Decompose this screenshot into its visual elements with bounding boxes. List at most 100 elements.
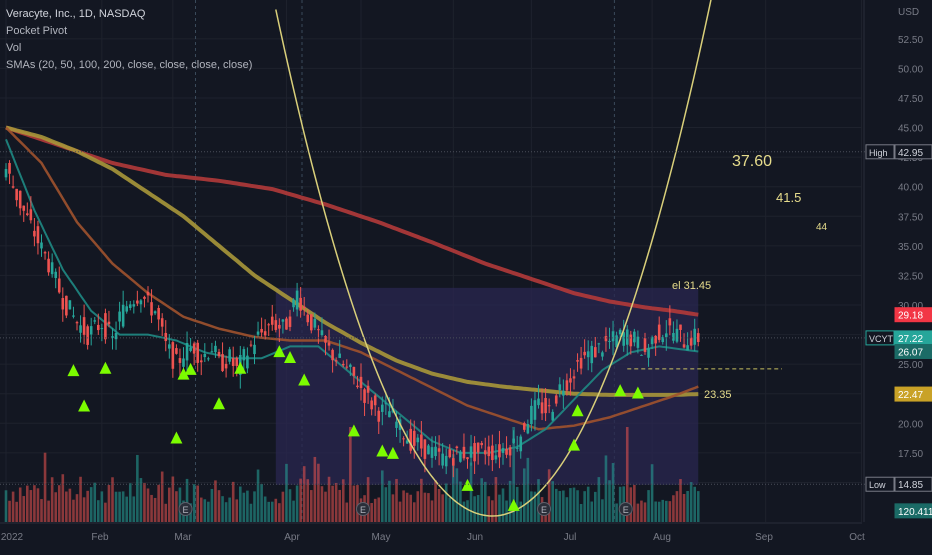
candle-body (487, 446, 491, 457)
volume-bar (235, 499, 239, 522)
candle-body (469, 446, 473, 458)
candle-body (157, 307, 160, 320)
candle-body (508, 447, 512, 456)
pocket-pivot-marker (571, 404, 584, 417)
volume-bar (547, 469, 551, 522)
volume-bar (597, 477, 601, 522)
candle-body (107, 321, 111, 325)
candle-body (341, 363, 345, 366)
volume-bar (441, 494, 444, 522)
candle-body (139, 300, 143, 305)
sma-20-line (5, 139, 699, 454)
pocket-pivot-marker (347, 424, 360, 437)
time-axis-label: Mar (174, 532, 192, 543)
candle-body (86, 326, 89, 345)
high-badge (894, 144, 932, 160)
volume-bar (175, 491, 178, 522)
volume-bar (526, 457, 530, 522)
volume-bar (267, 501, 270, 522)
volume-bar (18, 487, 22, 522)
candle-body (388, 411, 391, 418)
candle-body (640, 354, 643, 356)
candle-body (185, 342, 189, 361)
high-badge-value: 42.95 (898, 148, 923, 159)
volume-bar (537, 479, 540, 522)
volume-bar (523, 468, 526, 522)
volume-bar (519, 501, 523, 522)
earnings-marker-label: E (360, 505, 366, 515)
candle-body (217, 351, 221, 357)
pocket-pivot-marker (213, 397, 225, 410)
volume-bar (22, 496, 26, 522)
indicator-pocket-pivot[interactable]: Pocket Pivot (6, 25, 68, 37)
candle-body (537, 398, 540, 406)
candle-body (317, 329, 320, 331)
candle-body (331, 349, 334, 361)
volume-bar (345, 502, 349, 522)
candle-body (455, 446, 459, 449)
candle-body (260, 328, 263, 333)
candle-body (462, 446, 466, 459)
volume-bar (611, 463, 615, 522)
candle-body (412, 430, 416, 446)
volume-bar (203, 499, 207, 522)
volume-bar (86, 490, 89, 522)
sma-20-badge (894, 343, 932, 359)
volume-bar (618, 486, 622, 522)
volume-bar (384, 487, 388, 522)
sma-20-badge-value: 26.07 (898, 347, 923, 358)
support-level-label: 23.35 (704, 389, 732, 401)
candle-body (420, 434, 423, 449)
sma-200-badge (894, 307, 932, 323)
volume-bar (93, 482, 97, 522)
volume-bar (554, 488, 558, 522)
candle-body (256, 331, 260, 335)
volume-bar (636, 503, 640, 522)
time-axis-label: Jul (564, 532, 577, 543)
pocket-pivot-marker (631, 386, 644, 399)
volume-bar (242, 492, 246, 522)
candle-body (657, 324, 661, 340)
time-axis-label: 2022 (1, 532, 24, 543)
candle-body (572, 376, 576, 379)
candle-body (480, 442, 483, 446)
volume-bar (693, 486, 696, 522)
time-axis-label: Feb (91, 532, 109, 543)
candle-body (40, 242, 43, 249)
candle-body (143, 296, 146, 299)
candle-body (136, 300, 139, 304)
volume-bar (583, 491, 586, 522)
volume-bar (199, 497, 203, 522)
candle-body (15, 188, 18, 201)
sma-100-badge-value: 22.47 (898, 390, 923, 401)
earnings-marker (537, 502, 552, 516)
volume-bar (434, 480, 437, 522)
volume-bar (65, 491, 68, 522)
candle-body (696, 333, 700, 343)
symbol-title: Veracyte, Inc., 1D, NASDAQ (6, 8, 146, 20)
volume-bar (107, 484, 111, 522)
indicator-smas[interactable]: SMAs (20, 50, 100, 200, close, close, cl… (6, 59, 253, 71)
candle-body (22, 205, 26, 211)
candle-body (89, 326, 93, 335)
candle-body (409, 428, 412, 451)
candle-body (111, 336, 114, 338)
candle-body (530, 405, 533, 425)
indicator-volume[interactable]: Vol (6, 42, 22, 54)
volume-bar (256, 469, 260, 522)
volume-badge-value: 120.411K (898, 507, 932, 518)
volume-bar (696, 491, 700, 522)
low-badge-value: 14.85 (898, 480, 923, 491)
volume-bar (15, 501, 18, 522)
candle-body (306, 314, 310, 323)
candle-body (43, 252, 47, 254)
volume-bar (214, 480, 217, 522)
volume-bar (61, 474, 65, 522)
candle-body (562, 390, 565, 396)
candle-body (104, 313, 107, 340)
time-axis-label: Jun (467, 532, 483, 543)
candle-body (491, 445, 494, 461)
candle-body (26, 213, 29, 215)
